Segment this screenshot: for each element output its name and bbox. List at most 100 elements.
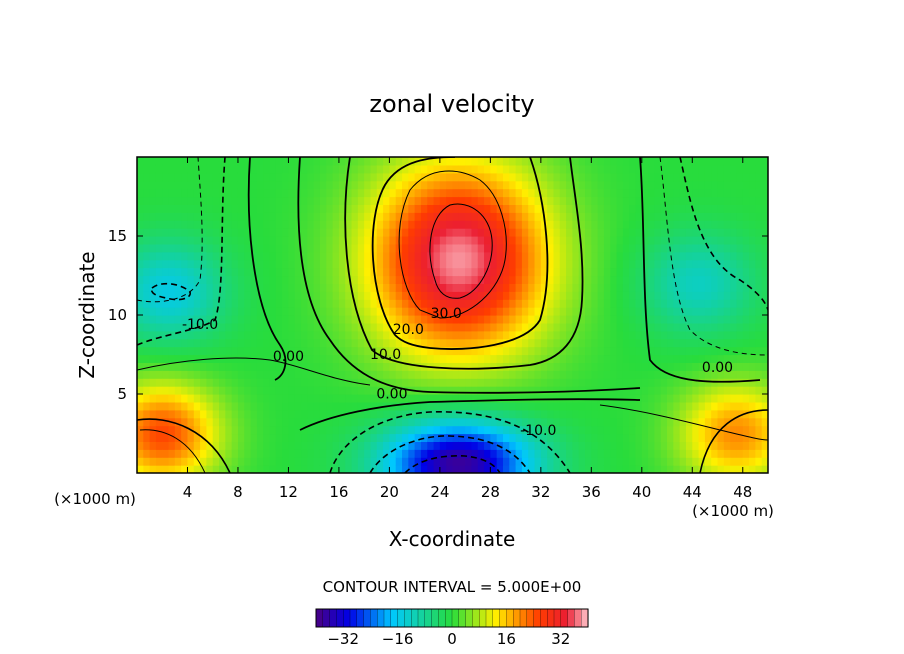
field-cell — [622, 283, 630, 292]
field-cell — [212, 220, 220, 229]
field-cell — [509, 330, 517, 340]
field-cell — [187, 259, 195, 269]
field-cell — [269, 243, 277, 253]
field-cell — [559, 283, 567, 292]
field-cell — [446, 417, 454, 427]
field-cell — [761, 409, 768, 419]
field-cell — [641, 236, 649, 245]
field-cell — [319, 409, 327, 419]
field-cell — [357, 172, 365, 182]
field-cell — [761, 378, 768, 387]
field-cell — [155, 370, 163, 379]
field-cell — [736, 465, 744, 473]
field-cell — [364, 299, 372, 308]
field-cell — [155, 330, 163, 340]
field-cell — [282, 299, 290, 308]
field-cell — [736, 378, 744, 387]
field-cell — [137, 291, 144, 300]
field-cell — [376, 196, 384, 205]
field-cell — [137, 164, 144, 174]
field-cell — [225, 394, 233, 403]
field-cell — [200, 449, 208, 458]
field-cell — [685, 370, 693, 379]
field-cell — [345, 236, 353, 245]
field-cell — [711, 394, 719, 403]
field-cell — [502, 196, 510, 205]
field-cell — [591, 275, 599, 284]
field-cell — [559, 433, 567, 442]
field-cell — [496, 441, 504, 450]
field-cell — [559, 251, 567, 261]
y-tick-label: 5 — [117, 385, 127, 403]
field-cell — [685, 228, 693, 237]
field-cell — [370, 330, 378, 340]
colorbar-segment — [533, 608, 541, 628]
field-cell — [269, 362, 277, 371]
field-cell — [547, 188, 555, 198]
colorbar-tick-label: −32 — [327, 630, 359, 648]
field-cell — [490, 441, 498, 450]
field-cell — [212, 283, 220, 292]
field-cell — [389, 196, 397, 205]
field-cell — [452, 354, 460, 363]
field-cell — [509, 172, 517, 182]
field-cell — [313, 330, 321, 340]
field-cell — [212, 299, 220, 308]
field-cell — [591, 212, 599, 221]
field-cell — [730, 243, 738, 253]
field-cell — [143, 378, 151, 387]
field-cell — [471, 425, 479, 435]
field-cell — [301, 307, 308, 316]
field-cell — [553, 267, 561, 277]
field-cell — [187, 164, 195, 174]
field-cell — [566, 243, 573, 253]
field-cell — [427, 275, 435, 284]
field-cell — [332, 259, 340, 269]
field-cell — [408, 362, 416, 371]
field-cell — [547, 322, 555, 332]
field-cell — [256, 307, 264, 316]
field-cell — [319, 378, 327, 387]
colorbar-segment — [547, 608, 555, 628]
field-cell — [155, 299, 163, 308]
field-cell — [433, 275, 441, 284]
field-cell — [143, 409, 151, 419]
field-cell — [319, 204, 327, 213]
field-cell — [231, 164, 239, 174]
field-cell — [256, 172, 264, 182]
field-cell — [219, 409, 226, 419]
field-cell — [326, 315, 334, 324]
field-cell — [490, 322, 498, 332]
field-cell — [648, 322, 656, 332]
field-cell — [648, 378, 656, 387]
field-cell — [288, 378, 296, 387]
field-cell — [427, 441, 435, 450]
field-cell — [383, 370, 390, 379]
field-cell — [338, 157, 346, 166]
field-cell — [566, 275, 573, 284]
field-cell — [477, 267, 485, 277]
field-cell — [761, 330, 768, 340]
field-cell — [761, 417, 768, 427]
field-cell — [383, 283, 390, 292]
field-cell — [610, 322, 618, 332]
field-cell — [610, 370, 618, 379]
field-cell — [143, 449, 151, 458]
field-cell — [484, 157, 491, 166]
field-cell — [553, 188, 561, 198]
field-cell — [717, 322, 725, 332]
field-cell — [149, 330, 157, 340]
field-cell — [698, 433, 706, 442]
field-cell — [269, 370, 277, 379]
field-cell — [137, 417, 144, 427]
field-cell — [578, 212, 586, 221]
field-cell — [660, 346, 668, 356]
field-cell — [660, 322, 668, 332]
field-cell — [679, 172, 687, 182]
field-cell — [711, 243, 719, 253]
field-cell — [250, 409, 258, 419]
field-cell — [364, 164, 372, 174]
field-cell — [282, 370, 290, 379]
field-cell — [730, 251, 738, 261]
field-cell — [439, 457, 447, 466]
